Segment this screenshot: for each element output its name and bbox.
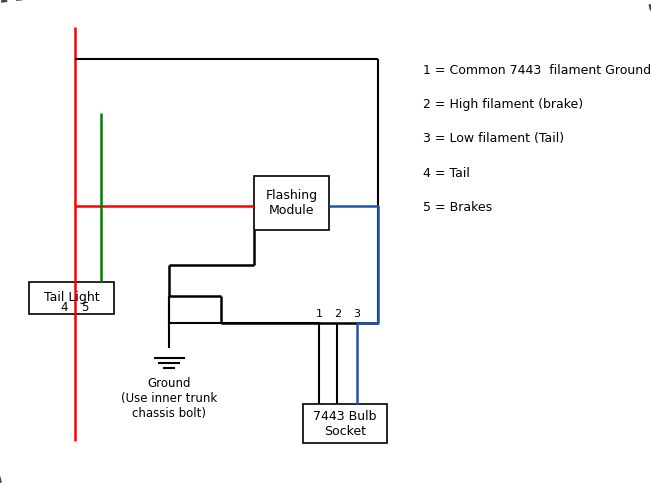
Text: Flashing
Module: Flashing Module (265, 189, 318, 218)
Text: 1: 1 (316, 309, 322, 318)
Text: 1 = Common 7443  filament Ground: 1 = Common 7443 filament Ground (423, 64, 651, 77)
Text: 2 = High filament (brake): 2 = High filament (brake) (423, 98, 583, 111)
Bar (254, 176, 329, 230)
Text: 7443 Bulb
Socket: 7443 Bulb Socket (313, 410, 377, 438)
Bar (303, 404, 387, 443)
Text: Ground
(Use inner trunk
chassis bolt): Ground (Use inner trunk chassis bolt) (121, 377, 217, 420)
Text: 3 = Low filament (Tail): 3 = Low filament (Tail) (423, 132, 564, 146)
Text: 4 = Tail: 4 = Tail (423, 167, 470, 180)
Text: 5: 5 (81, 300, 89, 314)
Text: 4: 4 (60, 300, 68, 314)
Text: 2: 2 (334, 309, 340, 318)
Text: Tail Light: Tail Light (44, 291, 100, 304)
Text: 5 = Brakes: 5 = Brakes (423, 201, 492, 214)
Text: 3: 3 (353, 309, 360, 318)
Bar (29, 282, 114, 314)
